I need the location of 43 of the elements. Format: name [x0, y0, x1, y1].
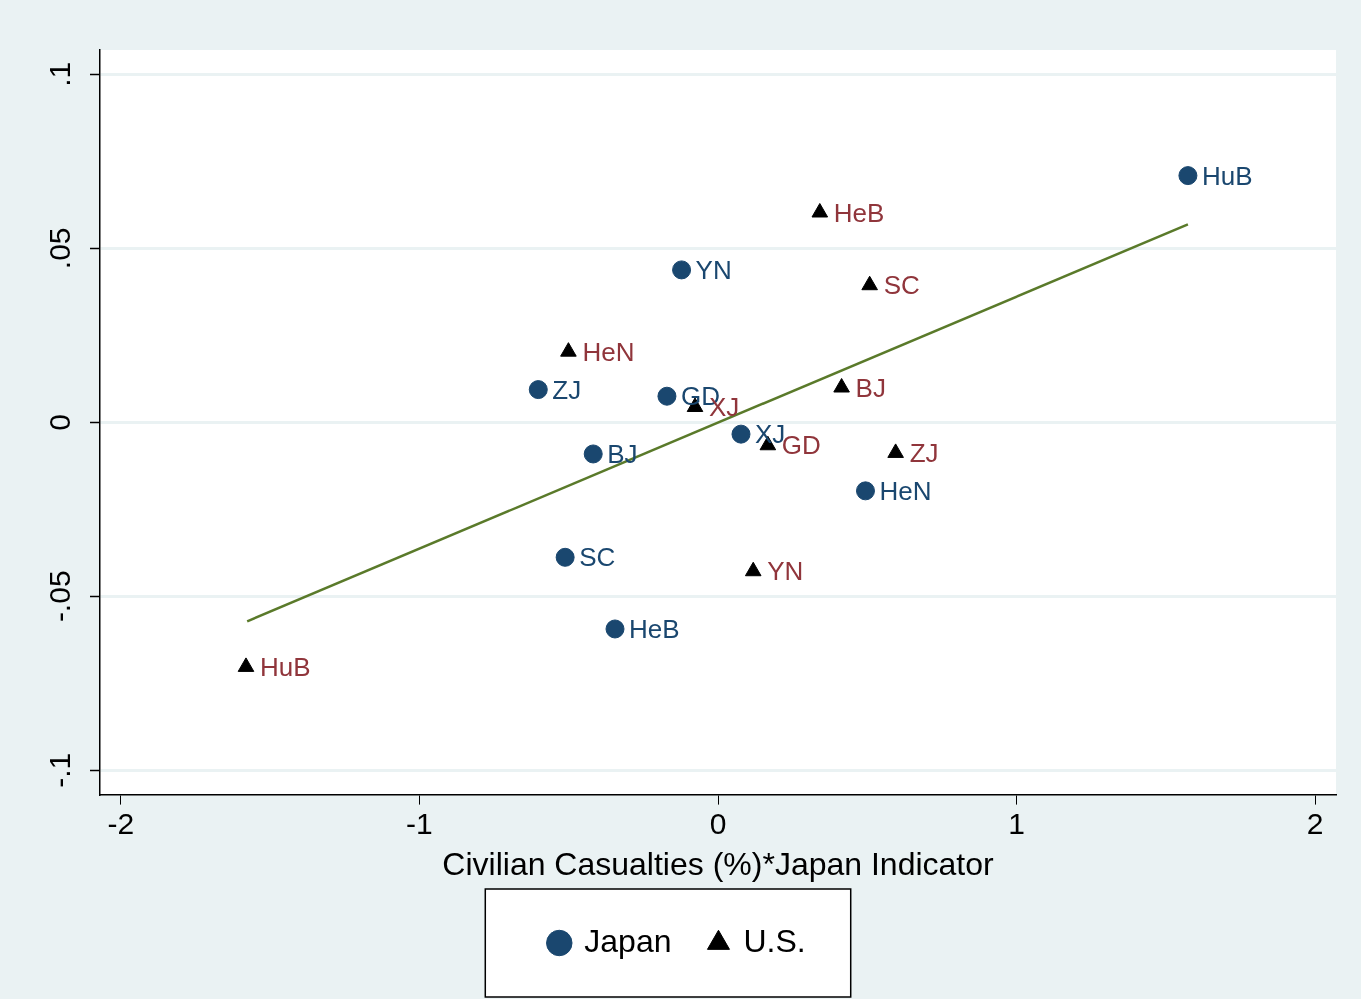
y-tick-label: -.05	[43, 570, 77, 623]
data-label: YN	[767, 556, 804, 587]
data-label: YN	[695, 255, 732, 286]
data-label: HeB	[629, 614, 680, 645]
x-axis-title: Civilian Casualties (%)*Japan Indicator	[442, 845, 995, 882]
data-label: SC	[883, 270, 920, 301]
point	[811, 202, 829, 218]
y-tick-label: 0	[43, 413, 77, 431]
point	[605, 619, 625, 639]
data-label: BJ	[855, 372, 886, 403]
point	[528, 380, 548, 400]
point	[583, 444, 603, 464]
data-label: HuB	[1201, 160, 1253, 191]
y-tick-label: .05	[43, 227, 77, 270]
y-tick-label: .1	[43, 61, 77, 87]
point	[861, 275, 878, 291]
legend-label: U.S.	[743, 922, 806, 959]
data-label: BJ	[607, 439, 638, 470]
point	[555, 547, 575, 567]
x-tick-label: -2	[107, 806, 135, 840]
data-label: HeN	[879, 476, 932, 507]
data-label: HeN	[582, 336, 635, 367]
point	[887, 443, 904, 458]
x-tick-label: 0	[709, 806, 727, 840]
point	[672, 260, 692, 280]
x-tick-label: -1	[406, 806, 433, 840]
point	[731, 424, 751, 444]
point	[833, 378, 850, 393]
point	[237, 657, 255, 672]
x-tick-label: 2	[1306, 806, 1324, 840]
data-label: ZJ	[909, 438, 939, 469]
point	[560, 342, 577, 357]
point	[1178, 166, 1198, 186]
x-tick-label: 1	[1008, 806, 1025, 840]
point	[657, 386, 677, 406]
point	[855, 481, 875, 501]
y-tick-label: -.1	[43, 752, 77, 788]
data-label: HuB	[259, 652, 311, 683]
data-label: ZJ	[552, 374, 582, 405]
legend-label: Japan	[584, 922, 672, 959]
data-label: HeB	[833, 197, 885, 228]
data-label: SC	[579, 542, 616, 573]
point	[744, 561, 762, 577]
